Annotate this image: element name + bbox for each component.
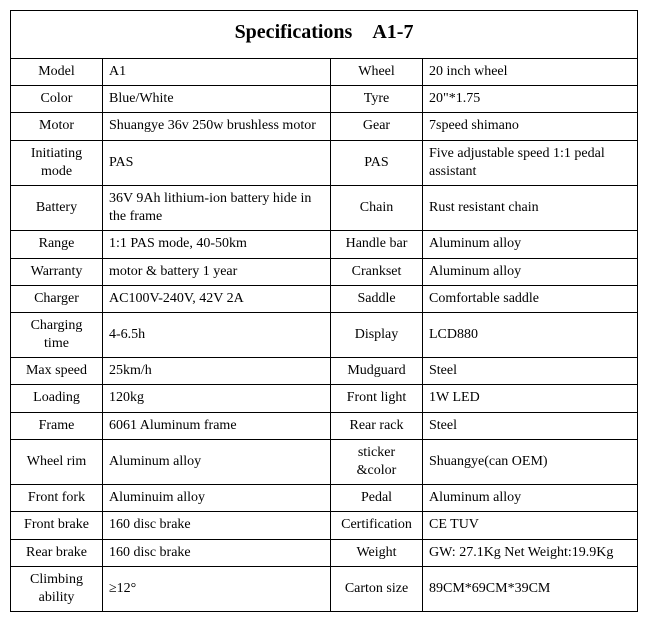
row-left-label: Loading — [11, 385, 103, 412]
row-right-value: 20 inch wheel — [423, 59, 638, 86]
row-left-label: Charging time — [11, 312, 103, 357]
table-row: Climbing ability≥12°Carton size89CM*69CM… — [11, 566, 638, 611]
row-right-value: Aluminum alloy — [423, 485, 638, 512]
specifications-table: Specifications A1-7 ModelA1Wheel20 inch w… — [10, 10, 638, 612]
row-left-value: 160 disc brake — [103, 512, 331, 539]
title-text-right: A1-7 — [372, 21, 413, 43]
row-right-value: 20"*1.75 — [423, 86, 638, 113]
row-right-value: 7speed shimano — [423, 113, 638, 140]
table-row: Wheel rimAluminum alloysticker &colorShu… — [11, 439, 638, 484]
row-right-value: Shuangye(can OEM) — [423, 439, 638, 484]
row-right-value: Aluminum alloy — [423, 231, 638, 258]
table-title: Specifications A1-7 — [11, 11, 638, 59]
row-left-label: Charger — [11, 285, 103, 312]
row-right-label: Display — [331, 312, 423, 357]
row-left-label: Motor — [11, 113, 103, 140]
row-right-label: Tyre — [331, 86, 423, 113]
row-left-value: Blue/White — [103, 86, 331, 113]
table-row: Battery36V 9Ah lithium-ion battery hide … — [11, 185, 638, 230]
row-right-value: LCD880 — [423, 312, 638, 357]
row-left-label: Color — [11, 86, 103, 113]
row-right-value: Aluminum alloy — [423, 258, 638, 285]
row-left-value: 1:1 PAS mode, 40-50km — [103, 231, 331, 258]
row-right-value: 1W LED — [423, 385, 638, 412]
table-row: Max speed25km/hMudguardSteel — [11, 358, 638, 385]
row-left-value: 4-6.5h — [103, 312, 331, 357]
row-right-label: Rear rack — [331, 412, 423, 439]
table-row: Front brake160 disc brakeCertificationCE… — [11, 512, 638, 539]
table-row: Charging time4-6.5hDisplayLCD880 — [11, 312, 638, 357]
row-left-value: 25km/h — [103, 358, 331, 385]
row-right-label: sticker &color — [331, 439, 423, 484]
row-right-value: GW: 27.1Kg Net Weight:19.9Kg — [423, 539, 638, 566]
row-left-value: AC100V-240V, 42V 2A — [103, 285, 331, 312]
row-right-label: Carton size — [331, 566, 423, 611]
row-left-value: Aluminum alloy — [103, 439, 331, 484]
row-left-label: Model — [11, 59, 103, 86]
row-right-label: Saddle — [331, 285, 423, 312]
row-right-label: Crankset — [331, 258, 423, 285]
row-left-label: Climbing ability — [11, 566, 103, 611]
table-row: ChargerAC100V-240V, 42V 2ASaddleComforta… — [11, 285, 638, 312]
row-right-value: Steel — [423, 358, 638, 385]
row-right-value: CE TUV — [423, 512, 638, 539]
table-row: Loading120kgFront light1W LED — [11, 385, 638, 412]
row-right-label: Certification — [331, 512, 423, 539]
row-right-label: Pedal — [331, 485, 423, 512]
row-left-value: ≥12° — [103, 566, 331, 611]
row-left-value: Aluminuim alloy — [103, 485, 331, 512]
row-left-value: 6061 Aluminum frame — [103, 412, 331, 439]
row-left-value: motor & battery 1 year — [103, 258, 331, 285]
row-left-value: 36V 9Ah lithium-ion battery hide in the … — [103, 185, 331, 230]
table-row: Initiating modePASPASFive adjustable spe… — [11, 140, 638, 185]
table-row: Rear brake160 disc brakeWeightGW: 27.1Kg… — [11, 539, 638, 566]
row-left-label: Front brake — [11, 512, 103, 539]
table-row: Warrantymotor & battery 1 yearCranksetAl… — [11, 258, 638, 285]
row-left-value: 160 disc brake — [103, 539, 331, 566]
row-left-label: Frame — [11, 412, 103, 439]
row-right-label: Handle bar — [331, 231, 423, 258]
row-left-value: 120kg — [103, 385, 331, 412]
table-row: Frame6061 Aluminum frameRear rackSteel — [11, 412, 638, 439]
table-row: Range1:1 PAS mode, 40-50kmHandle barAlum… — [11, 231, 638, 258]
row-left-value: PAS — [103, 140, 331, 185]
row-left-label: Front fork — [11, 485, 103, 512]
row-right-label: Chain — [331, 185, 423, 230]
table-row: ModelA1Wheel20 inch wheel — [11, 59, 638, 86]
row-left-label: Warranty — [11, 258, 103, 285]
title-text-left: Specifications — [235, 21, 353, 43]
row-right-label: PAS — [331, 140, 423, 185]
row-left-label: Battery — [11, 185, 103, 230]
row-right-label: Weight — [331, 539, 423, 566]
table-row: MotorShuangye 36v 250w brushless motorGe… — [11, 113, 638, 140]
row-right-value: 89CM*69CM*39CM — [423, 566, 638, 611]
row-right-label: Front light — [331, 385, 423, 412]
row-left-label: Wheel rim — [11, 439, 103, 484]
row-right-value: Steel — [423, 412, 638, 439]
row-left-label: Range — [11, 231, 103, 258]
row-left-value: A1 — [103, 59, 331, 86]
row-right-value: Five adjustable speed 1:1 pedal assistan… — [423, 140, 638, 185]
row-left-label: Initiating mode — [11, 140, 103, 185]
table-row: ColorBlue/WhiteTyre20"*1.75 — [11, 86, 638, 113]
row-right-label: Gear — [331, 113, 423, 140]
row-right-value: Comfortable saddle — [423, 285, 638, 312]
row-right-label: Wheel — [331, 59, 423, 86]
table-body: ModelA1Wheel20 inch wheelColorBlue/White… — [11, 59, 638, 612]
row-left-value: Shuangye 36v 250w brushless motor — [103, 113, 331, 140]
row-right-label: Mudguard — [331, 358, 423, 385]
row-left-label: Max speed — [11, 358, 103, 385]
row-right-value: Rust resistant chain — [423, 185, 638, 230]
row-left-label: Rear brake — [11, 539, 103, 566]
table-row: Front forkAluminuim alloyPedalAluminum a… — [11, 485, 638, 512]
